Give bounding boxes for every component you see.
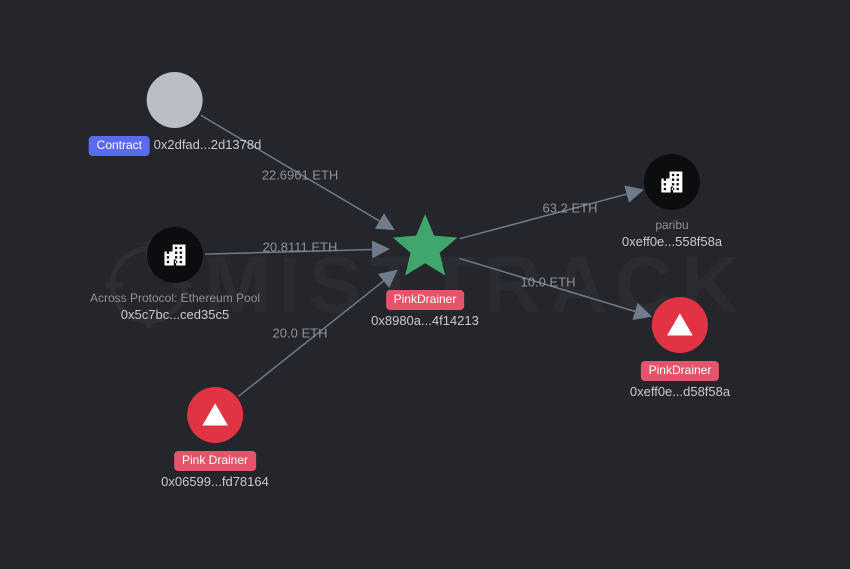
node-badge: Contract	[89, 136, 150, 156]
star-icon[interactable]	[391, 214, 459, 282]
alert-icon[interactable]	[187, 387, 243, 443]
edge	[205, 249, 387, 254]
edge	[238, 272, 395, 397]
edge	[459, 258, 649, 315]
edge	[460, 190, 641, 238]
node-badge: PinkDrainer	[641, 361, 720, 381]
node-badge: Pink Drainer	[174, 451, 256, 471]
circle-icon[interactable]	[147, 72, 203, 128]
alert-icon[interactable]	[652, 297, 708, 353]
building-icon[interactable]	[644, 154, 700, 210]
node-badge: PinkDrainer	[386, 290, 465, 310]
building-icon[interactable]	[147, 227, 203, 283]
edge-layer	[0, 0, 850, 569]
edge	[201, 115, 392, 228]
graph-canvas[interactable]: MISTTRACK 22.6961 ETH20.8111 ETH20.0 ETH…	[0, 0, 850, 569]
